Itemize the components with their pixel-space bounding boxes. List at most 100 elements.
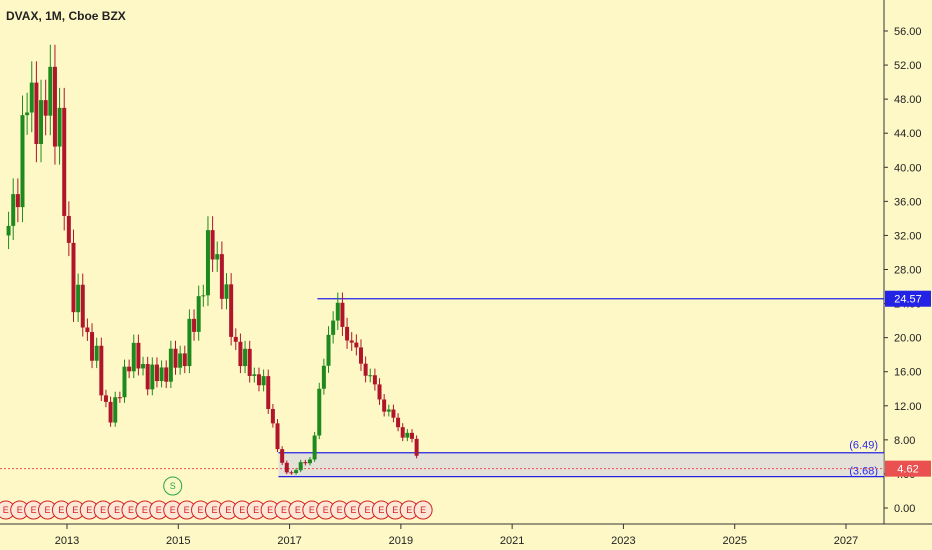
candle-body	[127, 366, 132, 372]
candle-body	[205, 230, 210, 296]
candle-body	[57, 107, 62, 147]
candle-body	[238, 341, 243, 367]
candle-body	[196, 296, 201, 332]
earnings-marker-label: E	[378, 505, 384, 515]
candle-body	[358, 347, 363, 364]
candle-body	[386, 409, 391, 412]
earnings-marker-label: E	[114, 505, 120, 515]
candle-body	[256, 374, 261, 386]
candle-body	[219, 254, 224, 299]
candle-body	[215, 254, 220, 260]
resistance-price-badge-label: 24.57	[894, 294, 922, 306]
candle-body	[261, 376, 266, 386]
candle-body	[99, 345, 104, 396]
x-tick-label: 2017	[277, 535, 301, 547]
x-tick-label: 2019	[389, 535, 413, 547]
y-tick-label: 44.00	[894, 128, 922, 140]
candle-body	[368, 375, 373, 377]
zone-bottom-label: (3.68)	[849, 466, 878, 478]
candle-body	[178, 353, 183, 368]
earnings-marker-label: E	[198, 505, 204, 515]
candle-body	[233, 336, 238, 342]
earnings-marker	[413, 500, 433, 520]
candle-body	[210, 230, 215, 260]
candle-body	[117, 397, 122, 399]
earnings-marker-label: E	[267, 505, 273, 515]
candle-body	[303, 462, 308, 464]
candle-body	[280, 449, 285, 463]
earnings-marker-label: E	[351, 505, 357, 515]
candle-body	[284, 462, 289, 473]
earnings-marker-label: E	[142, 505, 148, 515]
candle-body	[396, 417, 401, 428]
earnings-marker-label: E	[170, 505, 176, 515]
last-price-badge[interactable]	[885, 460, 931, 477]
candle-body	[113, 397, 118, 423]
earnings-marker-label: E	[225, 505, 231, 515]
y-tick-label: 20.00	[894, 333, 922, 345]
earnings-marker-label: E	[281, 505, 287, 515]
candle-body	[243, 348, 248, 367]
candle-body	[29, 82, 34, 113]
candle-body	[182, 353, 187, 367]
candle-body	[354, 342, 359, 348]
candle-body	[76, 284, 81, 313]
candle-body	[335, 302, 340, 321]
candle-body	[409, 432, 414, 439]
earnings-marker-label: E	[323, 505, 329, 515]
last-price-badge-label: 4.62	[897, 464, 918, 476]
x-tick-label: 2025	[722, 535, 746, 547]
candle-body	[43, 100, 48, 116]
y-tick-label: 0.00	[894, 503, 915, 515]
earnings-marker-label: E	[392, 505, 398, 515]
price-zone	[278, 452, 884, 477]
y-tick-label: 48.00	[894, 94, 922, 106]
candle-body	[145, 364, 150, 390]
candle-body	[391, 409, 396, 418]
candle-body	[85, 327, 90, 333]
earnings-marker-label: E	[211, 505, 217, 515]
candle-body	[331, 320, 336, 335]
candle-body	[224, 284, 229, 299]
candle-body	[229, 284, 234, 337]
candle-body	[270, 408, 275, 424]
candle-body	[62, 107, 67, 216]
candle-body	[414, 438, 419, 456]
earnings-marker-label: E	[72, 505, 78, 515]
candle-body	[173, 348, 178, 368]
candle-body	[345, 326, 350, 341]
candle-body	[400, 427, 405, 438]
candle-body	[6, 225, 11, 236]
y-tick-label: 52.00	[894, 60, 922, 72]
candle-body	[154, 364, 159, 382]
earnings-marker-label: E	[156, 505, 162, 515]
y-tick-label: 56.00	[894, 26, 922, 38]
earnings-marker-label: E	[420, 505, 426, 515]
resistance-price-badge[interactable]	[885, 290, 931, 307]
earnings-marker-label: E	[3, 505, 9, 515]
x-tick-label: 2021	[500, 535, 524, 547]
candle-body	[377, 384, 382, 400]
candle-body	[108, 401, 113, 423]
x-tick-label: 2023	[611, 535, 635, 547]
candle-body	[321, 365, 326, 389]
candle-body	[150, 364, 155, 390]
earnings-marker-label: E	[45, 505, 51, 515]
candle-body	[71, 242, 76, 313]
earnings-marker-label: E	[31, 505, 37, 515]
candle-body	[187, 318, 192, 367]
candle-body	[39, 100, 44, 144]
candle-body	[266, 376, 271, 409]
candle-body	[34, 82, 39, 144]
candle-body	[312, 435, 317, 460]
earnings-marker-label: E	[100, 505, 106, 515]
earnings-marker-label: E	[86, 505, 92, 515]
earnings-marker-label: E	[239, 505, 245, 515]
candle-body	[317, 388, 322, 436]
y-tick-label: 16.00	[894, 367, 922, 379]
candle-body	[25, 112, 30, 116]
candle-body	[326, 334, 331, 366]
candle-body	[294, 470, 299, 474]
